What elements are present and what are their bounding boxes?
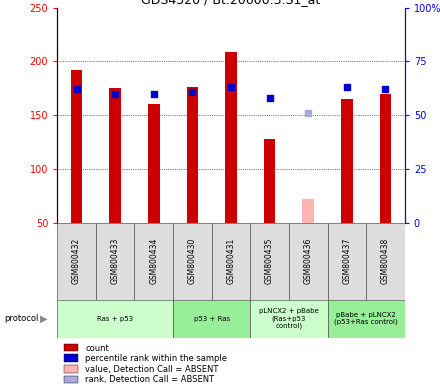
Bar (380, 94, 391, 223)
Bar (289, 223, 327, 300)
Bar (64, 354, 78, 362)
Bar (57, 223, 96, 300)
Point (189, 88, 196, 94)
Bar (225, 52, 237, 223)
Point (227, 84, 235, 90)
Bar (135, 223, 173, 300)
Bar (64, 344, 78, 351)
Text: count: count (85, 344, 109, 353)
Bar (327, 223, 366, 300)
Text: protocol: protocol (4, 314, 39, 323)
Text: GSM800430: GSM800430 (188, 238, 197, 284)
Point (112, 91, 119, 97)
Bar (96, 223, 135, 300)
Bar (264, 139, 275, 223)
Text: GSM800435: GSM800435 (265, 238, 274, 284)
Text: GSM800438: GSM800438 (381, 238, 390, 284)
Bar (64, 365, 78, 372)
Bar (57, 300, 173, 338)
Bar (366, 223, 405, 300)
Text: Ras + p53: Ras + p53 (97, 316, 133, 322)
Text: GSM800437: GSM800437 (342, 238, 352, 284)
Bar (250, 300, 327, 338)
Bar (64, 376, 78, 383)
Bar (327, 300, 405, 338)
Text: GSM800436: GSM800436 (304, 238, 313, 284)
Bar (341, 99, 353, 223)
Bar (110, 88, 121, 223)
Point (305, 110, 312, 116)
Text: GSM800432: GSM800432 (72, 238, 81, 284)
Bar (71, 70, 82, 223)
Bar (212, 223, 250, 300)
Bar (148, 104, 160, 223)
Text: percentile rank within the sample: percentile rank within the sample (85, 354, 227, 363)
Bar (187, 87, 198, 223)
Point (73, 86, 80, 93)
Point (266, 95, 273, 101)
Bar (250, 223, 289, 300)
Bar (302, 199, 314, 223)
Text: GSM800433: GSM800433 (110, 238, 120, 284)
Text: value, Detection Call = ABSENT: value, Detection Call = ABSENT (85, 365, 218, 374)
Bar (173, 300, 250, 338)
Title: GDS4520 / Bt.20600.3.S1_at: GDS4520 / Bt.20600.3.S1_at (141, 0, 321, 7)
Bar (173, 223, 212, 300)
Text: GSM800434: GSM800434 (149, 238, 158, 284)
Text: ▶: ▶ (40, 314, 47, 324)
Text: rank, Detection Call = ABSENT: rank, Detection Call = ABSENT (85, 375, 214, 384)
Point (150, 91, 157, 97)
Text: GSM800431: GSM800431 (227, 238, 235, 284)
Point (343, 84, 350, 90)
Point (382, 86, 389, 93)
Text: pLNCX2 + pBabe
(Ras+p53
control): pLNCX2 + pBabe (Ras+p53 control) (259, 308, 319, 329)
Text: p53 + Ras: p53 + Ras (194, 316, 230, 322)
Text: pBabe + pLNCX2
(p53+Ras control): pBabe + pLNCX2 (p53+Ras control) (334, 312, 398, 326)
